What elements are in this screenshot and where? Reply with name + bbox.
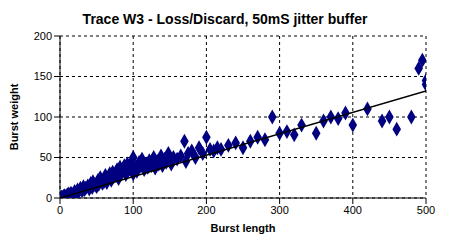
- html-text:Trace W3 - Loss/Discard, 50mS: Trace W3 - Loss/Discard, 50mS jitter buf…: [82, 11, 368, 27]
- svg-text:100: 100: [34, 111, 52, 123]
- svg-text:200: 200: [197, 204, 215, 216]
- svg-text:200: 200: [34, 30, 52, 42]
- svg-text:50: 50: [40, 151, 52, 163]
- svg-text:0: 0: [57, 204, 63, 216]
- svg-text:400: 400: [344, 204, 362, 216]
- svg-text:0: 0: [46, 192, 52, 204]
- svg-text:300: 300: [270, 204, 288, 216]
- svg-text:500: 500: [417, 204, 435, 216]
- svg-text:Burst weight: Burst weight: [8, 83, 20, 150]
- svg-text:100: 100: [124, 204, 142, 216]
- svg-text:Burst length: Burst length: [211, 222, 276, 234]
- svg-text:150: 150: [34, 70, 52, 82]
